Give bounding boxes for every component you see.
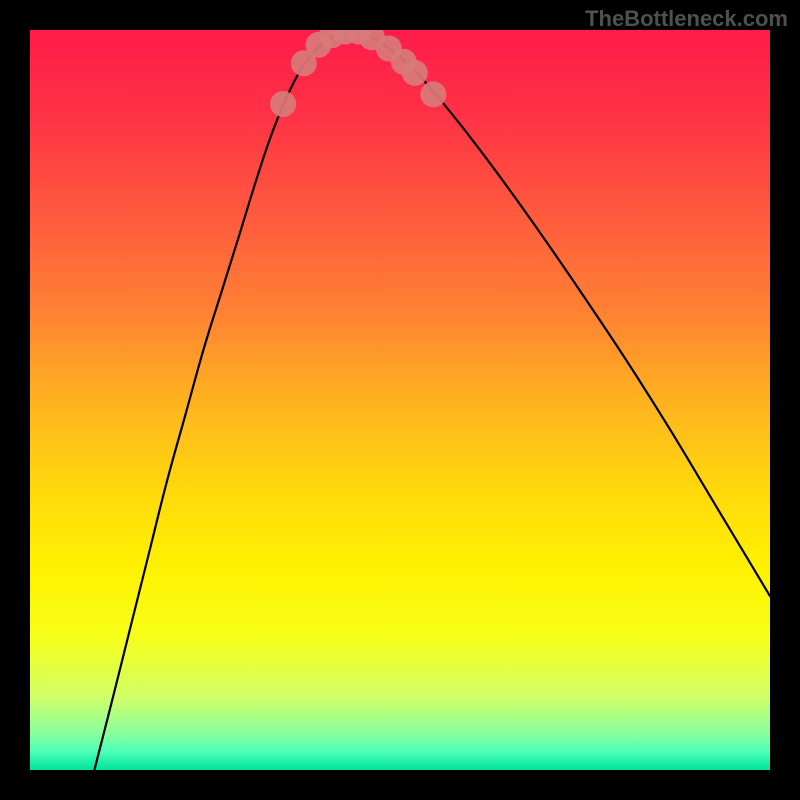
watermark-text: TheBottleneck.com [585, 6, 788, 32]
bottleneck-chart [30, 30, 770, 770]
chart-gradient-background [30, 30, 770, 770]
